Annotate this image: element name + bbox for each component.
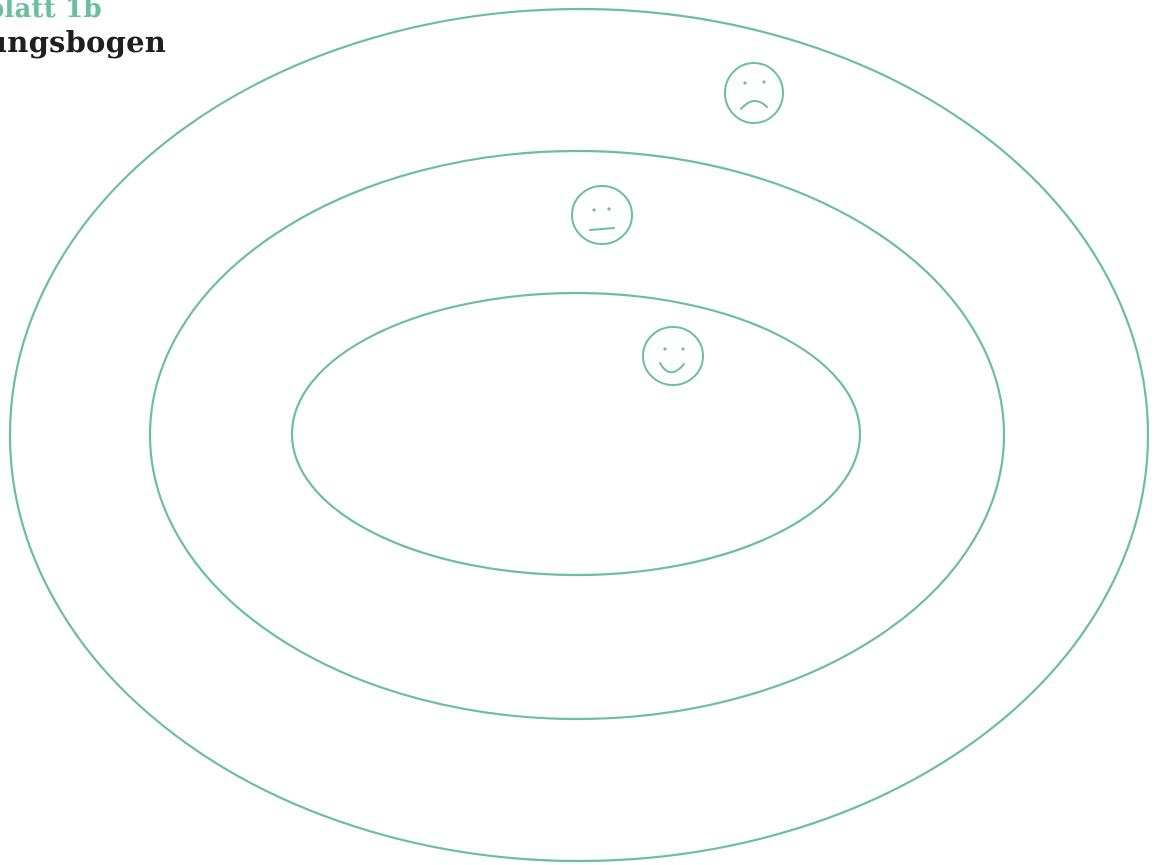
middle-ring [148,149,1006,721]
sheet-label: blatt 1b [0,0,102,24]
sad-face-icon [724,62,784,124]
outer-ring [8,7,1150,863]
worksheet-header: blatt 1b ungsbogen [0,0,166,57]
happy-face-icon [642,326,704,386]
page-title: ungsbogen [0,25,167,59]
neutral-face-icon [571,185,633,245]
inner-ring [290,291,862,577]
